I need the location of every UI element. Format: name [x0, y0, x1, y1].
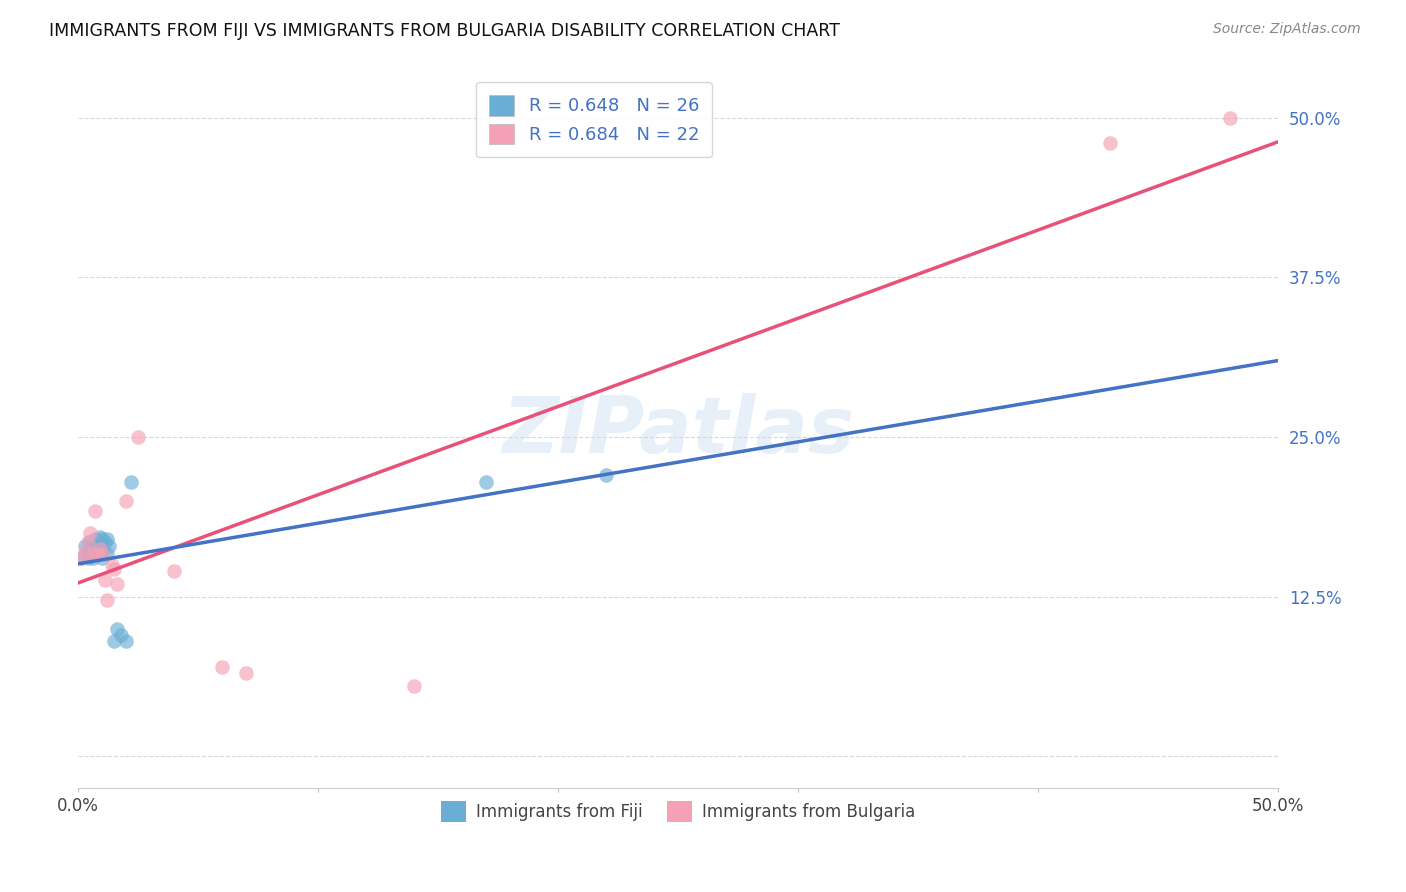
Point — [105, 622, 128, 636]
Text: ZIPatlas: ZIPatlas — [502, 392, 855, 468]
Point — [91, 542, 114, 557]
Point — [98, 539, 121, 553]
Point — [86, 539, 108, 553]
Point — [89, 545, 111, 559]
Legend: Immigrants from Fiji, Immigrants from Bulgaria: Immigrants from Fiji, Immigrants from Bu… — [432, 793, 924, 830]
Point — [93, 534, 115, 549]
Point — [595, 468, 617, 483]
Point — [91, 551, 114, 566]
Point — [93, 573, 115, 587]
Point — [103, 561, 125, 575]
Point — [404, 679, 426, 693]
Point — [75, 545, 97, 559]
Point — [91, 532, 114, 546]
Point — [120, 475, 142, 489]
Text: Source: ZipAtlas.com: Source: ZipAtlas.com — [1213, 22, 1361, 37]
Point — [79, 534, 101, 549]
Point — [76, 545, 98, 559]
Point — [96, 593, 118, 607]
Point — [82, 551, 104, 566]
Point — [69, 551, 91, 566]
Point — [79, 525, 101, 540]
Point — [86, 548, 108, 562]
Point — [110, 628, 132, 642]
Point — [91, 548, 114, 562]
Text: IMMIGRANTS FROM FIJI VS IMMIGRANTS FROM BULGARIA DISABILITY CORRELATION CHART: IMMIGRANTS FROM FIJI VS IMMIGRANTS FROM … — [49, 22, 841, 40]
Point — [100, 558, 122, 572]
Point — [96, 532, 118, 546]
Point — [1219, 111, 1241, 125]
Point — [211, 660, 233, 674]
Point — [84, 504, 107, 518]
Point — [89, 530, 111, 544]
Point — [69, 551, 91, 566]
Point — [76, 551, 98, 566]
Point — [103, 634, 125, 648]
Point — [115, 634, 138, 648]
Point — [235, 666, 257, 681]
Point — [82, 542, 104, 557]
Point — [82, 548, 104, 562]
Point — [163, 564, 186, 578]
Point — [105, 577, 128, 591]
Point — [86, 548, 108, 562]
Point — [1099, 136, 1122, 151]
Point — [475, 475, 498, 489]
Point — [75, 539, 97, 553]
Point — [89, 542, 111, 557]
Point — [127, 430, 149, 444]
Point — [96, 548, 118, 562]
Point — [76, 534, 98, 549]
Point — [115, 493, 138, 508]
Point — [84, 532, 107, 546]
